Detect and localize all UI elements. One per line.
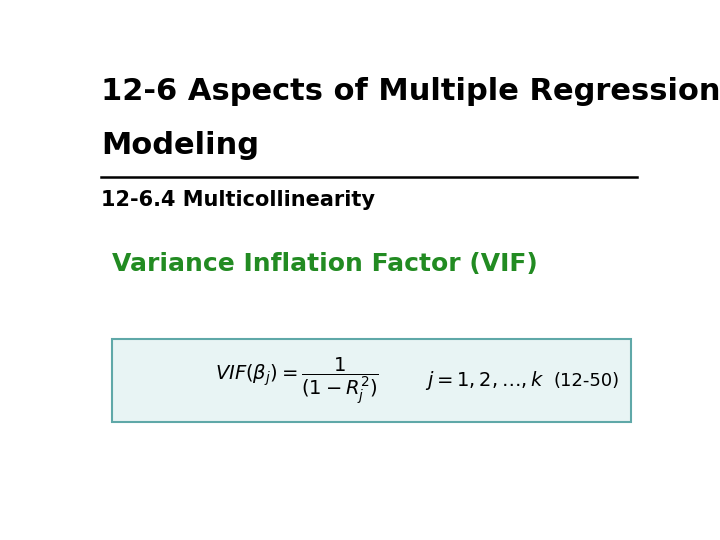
Text: (12-50): (12-50)	[554, 372, 620, 390]
Text: 12-6 Aspects of Multiple Regression: 12-6 Aspects of Multiple Regression	[101, 77, 720, 106]
FancyBboxPatch shape	[112, 339, 631, 422]
Text: Modeling: Modeling	[101, 131, 259, 160]
Text: $j = 1, 2, \ldots, k$: $j = 1, 2, \ldots, k$	[425, 369, 544, 392]
Text: 12-6.4 Multicollinearity: 12-6.4 Multicollinearity	[101, 190, 375, 210]
Text: $VIF(\beta_j) = \dfrac{1}{(1 - R_j^2)}$: $VIF(\beta_j) = \dfrac{1}{(1 - R_j^2)}$	[215, 356, 379, 406]
Text: Variance Inflation Factor (VIF): Variance Inflation Factor (VIF)	[112, 252, 538, 276]
